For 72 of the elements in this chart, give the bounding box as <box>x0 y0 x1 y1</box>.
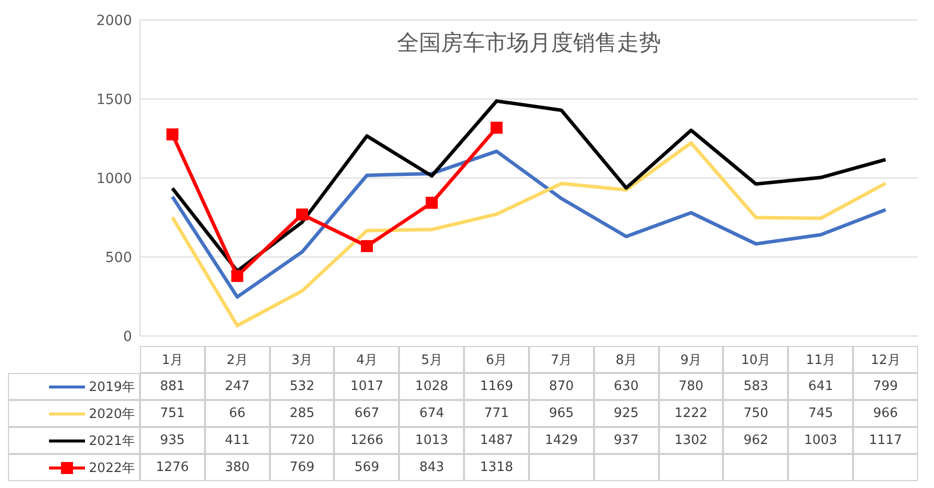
data-label: 965 <box>528 400 594 427</box>
data-label: 1028 <box>399 373 464 400</box>
legend-label: 2019年 <box>88 378 135 396</box>
data-label: 935 <box>140 427 205 454</box>
point <box>231 270 244 282</box>
data-label: 1276 <box>140 454 205 481</box>
y-tick-label: 2000 <box>96 12 132 29</box>
data-label: 1429 <box>528 427 594 454</box>
x-tick-label: 5月 <box>399 346 464 373</box>
line-series <box>170 141 888 328</box>
data-label: 937 <box>594 427 659 454</box>
x-tick-label: 1月 <box>140 346 205 373</box>
data-label: 667 <box>334 400 400 427</box>
data-label: 751 <box>140 400 205 427</box>
data-label: 1302 <box>658 427 724 454</box>
data-label: 583 <box>723 373 788 400</box>
data-label: 925 <box>594 400 659 427</box>
data-label: 411 <box>204 427 270 454</box>
data-label: 750 <box>723 400 788 427</box>
point <box>360 240 373 252</box>
data-label: 1003 <box>788 427 854 454</box>
data-label: 247 <box>204 373 270 400</box>
data-label: 745 <box>788 400 854 427</box>
legend-label: 2020年 <box>88 406 135 422</box>
data-label: 780 <box>658 373 724 400</box>
data-label: 1487 <box>464 427 529 454</box>
point <box>166 128 178 140</box>
legend-label: 2021年 <box>88 432 135 450</box>
point <box>426 196 438 209</box>
x-tick-label: 10月 <box>723 346 788 373</box>
data-label: 799 <box>853 373 918 400</box>
data-label: 1222 <box>658 400 724 427</box>
data-label: 532 <box>270 373 334 400</box>
data-label: 962 <box>723 427 788 454</box>
data-label: 1266 <box>334 427 400 454</box>
legend-label: 2022年 <box>88 460 135 476</box>
data-label: 870 <box>528 373 594 400</box>
x-tick-label: 11月 <box>788 346 854 373</box>
data-label: 569 <box>334 454 400 481</box>
x-tick-label: 8月 <box>594 346 659 373</box>
x-tick-label: 7月 <box>528 346 594 373</box>
point <box>490 122 503 134</box>
y-tick-label: 500 <box>105 250 132 266</box>
x-tick-label: 3月 <box>270 346 334 373</box>
data-label: 843 <box>399 454 464 481</box>
x-tick-label: 9月 <box>658 346 724 373</box>
data-label: 1117 <box>853 427 918 454</box>
data-label: 1013 <box>399 427 464 454</box>
data-label: 1318 <box>464 454 529 481</box>
x-tick-label: 6月 <box>464 346 529 373</box>
data-label: 641 <box>788 373 854 400</box>
data-label: 66 <box>204 400 270 427</box>
data-label: 769 <box>270 454 334 481</box>
data-label: 720 <box>270 427 334 454</box>
line-series <box>170 150 888 299</box>
data-label: 285 <box>270 400 334 427</box>
data-label: 1017 <box>334 373 400 400</box>
point <box>296 208 308 220</box>
data-label: 380 <box>204 454 270 481</box>
x-tick-label: 12月 <box>853 346 918 373</box>
x-tick-label: 4月 <box>334 346 400 373</box>
data-label: 966 <box>853 400 918 427</box>
y-tick-label: 1500 <box>96 92 132 108</box>
data-label: 771 <box>464 400 529 427</box>
y-tick-label: 1000 <box>96 170 132 187</box>
x-tick-label: 2月 <box>204 346 270 373</box>
text: 全国房车市场月度销售走势 <box>397 31 661 56</box>
data-label: 881 <box>140 373 205 400</box>
y-tick-label: 0 <box>123 328 132 345</box>
data-label: 1169 <box>464 373 529 400</box>
data-label: 674 <box>399 400 464 427</box>
data-label: 630 <box>594 373 659 400</box>
